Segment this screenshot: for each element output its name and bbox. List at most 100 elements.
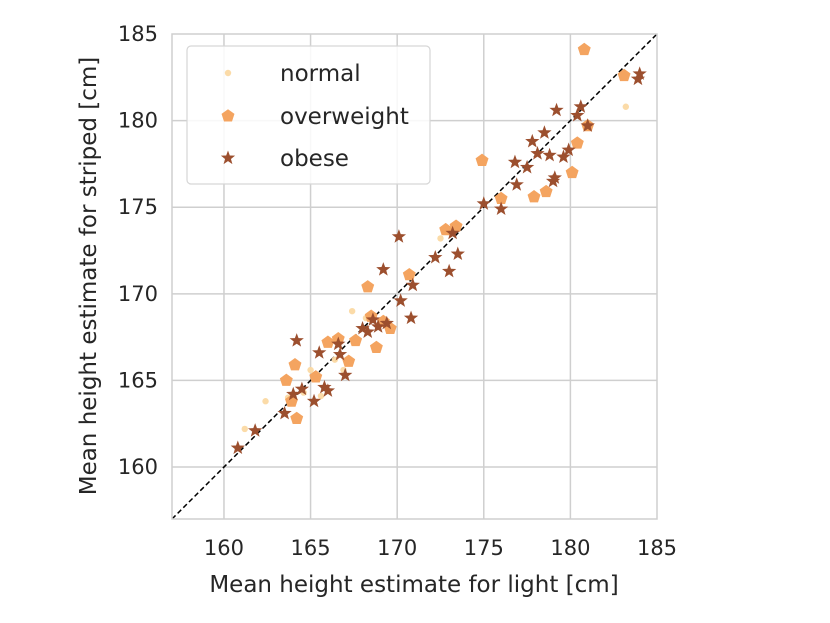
y-tick-label: 165 <box>118 368 158 392</box>
plot-frame <box>171 33 658 520</box>
overweight-point <box>290 411 304 425</box>
obese-point <box>370 319 386 333</box>
normal-point <box>317 392 325 400</box>
obese-point <box>248 423 263 437</box>
x-tick-labels: 160 165 170 175 180 185 <box>204 536 677 560</box>
legend-symbol-normal <box>224 69 232 77</box>
series-obese <box>230 66 647 455</box>
obese-point <box>537 125 552 139</box>
obese-point <box>509 177 524 191</box>
legend-marker-overweight <box>221 109 235 122</box>
x-tick-label: 165 <box>291 536 331 560</box>
legend-marker-obese <box>220 150 236 165</box>
obese-point <box>632 66 647 80</box>
overweight-point <box>570 136 584 149</box>
y-tick-label: 175 <box>118 195 158 219</box>
data-points <box>230 42 647 455</box>
overweight-point <box>349 333 363 347</box>
legend-label-overweight: overweight <box>280 104 409 130</box>
overweight-point <box>577 42 591 56</box>
obese-point <box>312 345 327 359</box>
obese-point <box>519 159 535 174</box>
normal-point <box>437 235 444 242</box>
obese-point <box>476 196 491 210</box>
y-tick-label: 160 <box>118 455 158 479</box>
normal-point <box>307 366 314 374</box>
overweight-point <box>321 335 335 348</box>
overweight-point <box>342 354 356 367</box>
normal-point <box>622 103 630 110</box>
obese-point <box>442 263 457 278</box>
obese-point <box>580 118 595 132</box>
overweight-point <box>565 165 579 179</box>
obese-point <box>338 367 353 382</box>
legend-label-normal: normal <box>280 61 361 87</box>
obese-point <box>365 312 381 326</box>
obese-point <box>542 147 557 162</box>
obese-point <box>230 440 245 455</box>
obese-point <box>360 324 375 338</box>
obese-point <box>277 405 292 420</box>
obese-point <box>294 381 310 396</box>
obese-point <box>403 310 419 325</box>
legend-marker-normal <box>224 69 232 77</box>
obese-point <box>573 99 588 113</box>
x-tick-label: 160 <box>204 536 244 560</box>
obese-point <box>320 383 336 397</box>
overweight-point <box>527 190 541 203</box>
legend: normal overweight obese <box>186 45 431 185</box>
obese-point <box>530 146 545 160</box>
y-tick-label: 180 <box>118 109 158 133</box>
overweight-point <box>279 373 293 386</box>
x-tick-label: 170 <box>377 536 417 560</box>
obese-point <box>556 149 571 164</box>
y-tick-label: 185 <box>118 22 158 46</box>
x-tick-label: 180 <box>550 536 590 560</box>
obese-point <box>286 386 301 401</box>
obese-point <box>428 249 443 264</box>
obese-point <box>379 315 394 330</box>
obese-point <box>393 293 408 307</box>
obese-point <box>405 277 420 292</box>
obese-point <box>493 201 509 216</box>
overweight-point <box>617 68 631 82</box>
legend-box <box>186 45 431 185</box>
obese-point <box>289 333 304 347</box>
normal-point <box>262 398 269 405</box>
obese-point <box>570 107 585 122</box>
overweight-point <box>361 280 375 293</box>
overweight-point <box>494 191 508 205</box>
x-tick-label: 175 <box>464 536 504 560</box>
obese-point <box>525 133 540 148</box>
overweight-point <box>369 340 383 354</box>
obese-point <box>376 262 391 276</box>
y-axis-label: Mean height estimate for striped [cm] <box>76 57 102 496</box>
obese-point <box>561 142 576 157</box>
overweight-point <box>475 153 489 166</box>
x-tick-label: 185 <box>637 536 677 560</box>
x-axis-label: Mean height estimate for light [cm] <box>209 572 618 598</box>
normal-point <box>241 425 248 433</box>
overweight-point <box>402 267 416 281</box>
obese-point <box>630 71 646 86</box>
normal-point <box>348 307 356 315</box>
obese-point <box>317 379 332 394</box>
legend-symbol-obese <box>220 150 236 165</box>
obese-point <box>306 393 322 408</box>
obese-point <box>450 246 465 261</box>
overweight-point <box>539 184 553 198</box>
y-tick-labels: 160 165 170 175 180 185 <box>118 22 158 479</box>
overweight-point <box>309 370 323 383</box>
obese-point <box>445 225 460 240</box>
plot-border <box>171 33 658 520</box>
obese-point <box>507 154 523 169</box>
obese-point <box>391 229 407 243</box>
overweight-point <box>288 358 302 371</box>
legend-label-obese: obese <box>280 146 349 172</box>
obese-point <box>332 346 348 361</box>
obese-point <box>355 320 370 335</box>
obese-point <box>331 336 346 351</box>
y-tick-label: 170 <box>118 282 158 306</box>
obese-point <box>547 170 562 184</box>
